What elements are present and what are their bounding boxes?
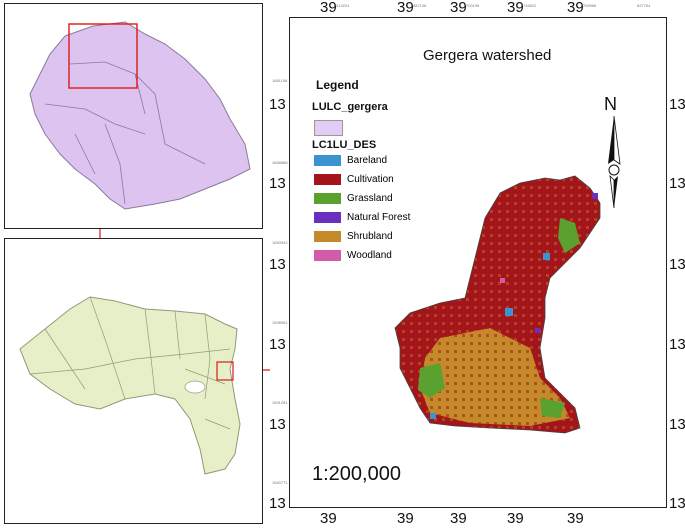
y-tick-left: 13 [269,175,286,192]
legend-label: Natural Forest [347,212,411,223]
legend-swatch [314,193,341,204]
legend-swatch [314,174,341,185]
legend-item: Cultivation [314,174,394,185]
north-arrow-icon [608,116,621,208]
y-tick-right: 13 [669,495,685,512]
x-minor-tick: 413224 [336,3,350,8]
y-tick-left: 13 [269,256,286,273]
scale-label: 1:200,000 [312,463,401,485]
x-minor-tick: 769966 [583,3,597,8]
legend-heading: Legend [316,78,359,92]
legend-item: Shrubland [314,231,393,242]
legend-item: Grassland [314,193,393,204]
legend-swatch [314,155,341,166]
inset-focus-box-2 [216,361,234,381]
x-minor-tick: 487106 [413,3,427,8]
x-tick-bottom: 39 [450,510,467,527]
y-minor-tick: 1681106 [272,78,288,83]
legend-swatch [314,231,341,242]
y-tick-left: 13 [269,416,286,433]
map-title: Gergera watershed [423,47,552,64]
watershed-map-svg [394,175,601,434]
legend-swatch [314,250,341,261]
y-minor-tick: 1540771 [272,480,288,485]
legend-item: Bareland [314,155,387,166]
legend-label: Woodland [347,250,392,261]
legend-label: Grassland [347,193,393,204]
y-minor-tick: 1650942 [272,240,288,245]
main-map-frame: Gergera watershed Legend LULC_gergera LC… [289,17,667,508]
y-tick-left: 13 [269,96,286,113]
legend-label: Bareland [347,155,388,166]
x-tick-top: 39 [450,0,467,16]
country-outline [29,21,251,210]
legend-label: Cultivation [347,174,394,185]
north-label: N [604,94,617,114]
legend-layer1-swatch [314,120,343,136]
x-tick-top: 39 [567,0,584,16]
x-tick-bottom: 39 [320,510,337,527]
x-tick-bottom: 39 [397,510,414,527]
region-outline [19,296,241,475]
y-tick-left: 13 [269,495,286,512]
y-tick-right: 13 [669,96,685,113]
country-map-svg [29,21,251,210]
legend-layer2-title: LC1LU_DES [312,139,377,151]
y-minor-tick: 1668886 [272,160,288,165]
legend-item: Natural Forest [314,212,410,223]
inset-country-map [4,3,263,229]
x-minor-tick: 700196 [466,3,480,8]
region-map-svg [19,296,241,475]
y-tick-right: 13 [669,175,685,192]
legend-layer1-title: LULC_gergera [312,101,388,113]
x-tick-top: 39 [397,0,414,16]
x-tick-top: 39 [507,0,524,16]
x-tick-bottom: 39 [567,510,584,527]
inset-focus-box [68,23,138,89]
x-tick-bottom: 39 [507,510,524,527]
inset-region-map [4,238,263,524]
y-tick-right: 13 [669,416,685,433]
y-minor-tick: 1591281 [272,400,288,405]
y-minor-tick: 1598961 [272,320,288,325]
legend-label: Shrubland [347,231,393,242]
y-tick-right: 13 [669,336,685,353]
y-tick-left: 13 [269,336,286,353]
y-tick-right: 13 [669,256,685,273]
x-tick-top: 39 [320,0,337,16]
legend-swatch [314,212,341,223]
legend-item: Woodland [314,250,392,261]
x-minor-tick: 746822 [523,3,537,8]
x-minor-tick: 837764 [637,3,651,8]
